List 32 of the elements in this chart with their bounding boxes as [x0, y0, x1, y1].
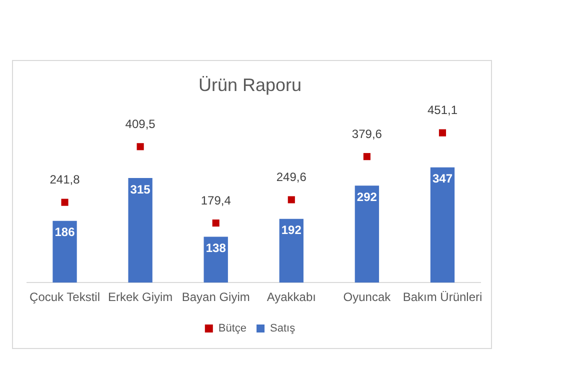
x-tick-label: Erkek Giyim: [108, 290, 173, 304]
legend-label: Bütçe: [218, 322, 247, 335]
bar: [354, 186, 380, 283]
data-label: 186: [54, 225, 76, 240]
bar: [279, 218, 304, 283]
point: [212, 220, 220, 227]
bar: [52, 220, 77, 283]
bar: [128, 178, 152, 283]
point: [61, 198, 68, 206]
x-tick-label: Bakım Ürünleri: [402, 290, 482, 304]
data-label: 379,6: [352, 126, 382, 141]
data-label: 192: [281, 223, 302, 238]
chart-title: Ürün Raporu: [198, 74, 302, 95]
point: [136, 143, 144, 150]
data-label: 409,5: [125, 116, 156, 131]
x-tick-label: Ayakkabı: [266, 290, 316, 304]
data-label: 451,1: [427, 103, 458, 118]
data-label: 315: [130, 182, 151, 196]
point: [288, 196, 295, 204]
data-label: 179,4: [200, 193, 232, 208]
data-label: 292: [356, 190, 378, 204]
x-tick-label: Oyuncak: [343, 290, 392, 304]
point: [438, 129, 446, 136]
bar: [430, 167, 455, 283]
point: [363, 153, 370, 160]
data-label: 138: [206, 241, 226, 256]
x-tick-label: Çocuk Tekstil: [30, 290, 100, 304]
data-label: 241,8: [50, 172, 80, 187]
data-label: 249,6: [276, 170, 307, 184]
x-tick-label: Bayan Giyim: [182, 290, 250, 304]
data-label: 347: [432, 172, 453, 186]
legend-label: Satış: [270, 322, 296, 335]
